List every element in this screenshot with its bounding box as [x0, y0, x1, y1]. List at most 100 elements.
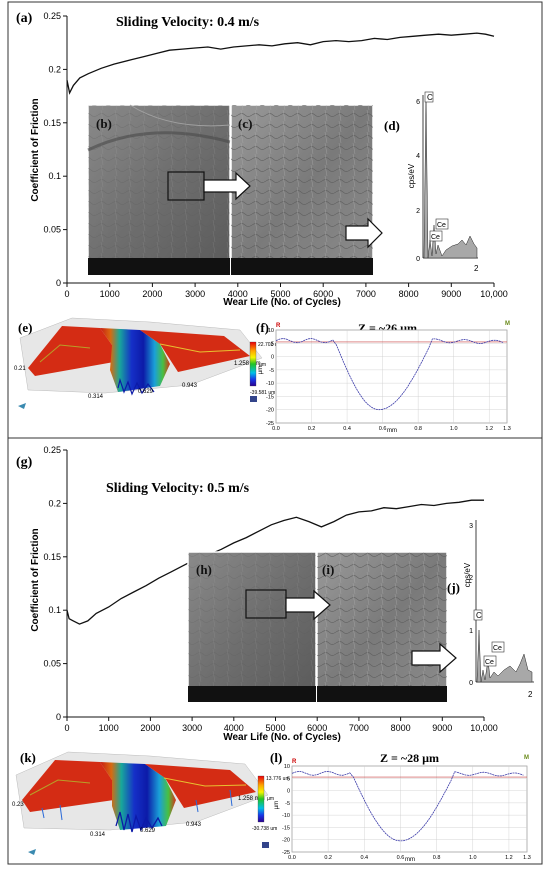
x-tick-label: 0 — [64, 289, 69, 299]
eds-xtick-j: 2 — [528, 690, 533, 699]
y-tick-label: 0.05 — [43, 225, 61, 235]
scale-logo-icon-k — [262, 842, 269, 848]
y-tick-label: 0.2 — [48, 64, 61, 74]
y-tick-label: 0.05 — [43, 659, 61, 669]
profile-yunit-l: µm — [274, 801, 280, 809]
zoom-arrow-b-to-c — [203, 171, 251, 201]
y-tick-label: 0.25 — [43, 445, 61, 455]
profile-x-tick: 1.0 — [450, 426, 458, 432]
cof-series-top — [66, 32, 495, 95]
map3d-tick-e-0: 0.314 — [88, 394, 104, 400]
profile-y-tick: -10 — [266, 381, 274, 387]
profile-m-f: M — [505, 321, 510, 327]
profile-y-tick: -20 — [282, 838, 290, 844]
profile-yunit-f: µm — [258, 366, 264, 374]
y-tick-label: 0.1 — [48, 605, 61, 615]
y-tick-label: 0.1 — [48, 171, 61, 181]
eds-tick-j-3: 3 — [469, 523, 473, 530]
eds-peak-d-c: C — [427, 93, 433, 102]
map3d-tick-k-1: 0.629 — [140, 828, 156, 834]
x-tick-label: 2000 — [142, 289, 162, 299]
3d-surface-map-e: (e) 0.21 0.314 0.629 0.943 1.258 mm 22.7… — [14, 317, 282, 409]
eds-ylabel-j: cps/eV — [463, 562, 472, 587]
profile-y-tick: 0 — [271, 355, 274, 361]
profile-curve — [291, 770, 524, 842]
y-axis-label-top: Coefficient of Friction — [30, 98, 41, 201]
map3d-tick-k-2: 0.943 — [186, 822, 202, 828]
panel-letter-i: (i) — [322, 562, 334, 577]
x-tick-label: 8000 — [399, 289, 419, 299]
color-scale-e — [249, 341, 257, 387]
x-tick-label: 4000 — [224, 723, 244, 733]
x-axis-label-bottom: Wear Life (No. of Cycles) — [223, 732, 341, 743]
main-chart-g: (g) Sliding Velocity: 0.5 m/s Coefficien… — [16, 445, 498, 743]
profile-x-tick: 0.0 — [272, 426, 280, 432]
panel-letter-c: (c) — [238, 116, 252, 131]
profile-y-tick: -20 — [266, 408, 274, 414]
eds-tick-j-2: 2 — [469, 575, 473, 582]
x-tick-label: 1000 — [99, 723, 119, 733]
cof-series-bottom — [66, 499, 484, 625]
profile-x-tick: 0.2 — [324, 855, 332, 861]
eds-tick-d-3: 6 — [416, 99, 420, 106]
map3d-tick-k-3: 1.258 mm — [238, 796, 265, 802]
axis-triad-icon-e — [18, 403, 26, 409]
eds-peak-j-ce1: Ce — [493, 645, 502, 652]
y-tick-label: 0 — [56, 278, 61, 288]
x-tick-label: 1000 — [100, 289, 120, 299]
profile-xunit-f: mm — [387, 428, 397, 434]
panel-letter-j: (j) — [447, 580, 460, 595]
profile-y-tick: 5 — [287, 776, 290, 782]
eds-tick-d-0: 0 — [416, 256, 420, 263]
scale-unit-e: µm — [259, 362, 266, 368]
profile-x-tick: 0.8 — [414, 426, 422, 432]
color-scale-k — [257, 775, 265, 823]
profile-x-tick: 0.4 — [360, 855, 368, 861]
scale-min-k: -30.738 um — [252, 826, 277, 832]
eds-tick-j-1: 1 — [469, 628, 473, 635]
zoom-arrow-h-to-i — [285, 589, 331, 621]
eds-spectrum-j: (j) cps/eV 0 1 2 3 C Ce Ce 2 — [447, 520, 534, 699]
panel-letter-d: (d) — [384, 118, 400, 133]
cof-line — [66, 499, 484, 625]
x-axis-label-top: Wear Life (No. of Cycles) — [223, 297, 341, 308]
y-tick-label: 0.15 — [43, 118, 61, 128]
eds-peak-j-c: C — [476, 611, 482, 620]
panel-letter-f: (f) — [256, 320, 269, 335]
profile-x-tick: 0.2 — [308, 426, 316, 432]
profile-m-l: M — [524, 755, 529, 761]
arrow-to-eds-d — [345, 217, 383, 249]
profile-x-tick: 1.2 — [505, 855, 513, 861]
profile-x-tick: 1.2 — [485, 426, 493, 432]
map3d-side-e: 0.21 — [14, 366, 26, 372]
profile-x-tick: 1.3 — [523, 855, 531, 861]
x-tick-label: 5000 — [270, 289, 290, 299]
x-tick-label: 10,000 — [480, 289, 508, 299]
sem-image-h: (h) — [187, 551, 317, 703]
profile-axes-l: 10 5 0 -5 -10 -15 -20 -250.0 0.2 0.4 0.6 0.8 1.0 1.2 1… — [282, 764, 531, 861]
profile-y-tick: -15 — [282, 825, 290, 831]
arrow-to-eds-j — [411, 642, 457, 674]
profile-x-tick: 1.3 — [503, 426, 511, 432]
profile-x-tick: 0.0 — [288, 855, 296, 861]
x-tick-label: 9000 — [441, 289, 461, 299]
profile-r-f: R — [276, 323, 281, 329]
eds-tick-d-1: 2 — [416, 208, 420, 215]
axes-bottom: 0 0.05 0.1 0.15 0.2 0.25 0 1000 2000 3000 4000 5000… — [43, 445, 497, 733]
velocity-label-top: Sliding Velocity: 0.4 m/s — [116, 15, 260, 30]
x-tick-label: 3000 — [182, 723, 202, 733]
x-tick-label: 6000 — [307, 723, 327, 733]
profile-y-tick: -5 — [285, 801, 290, 807]
panel-letter-a: (a) — [16, 11, 33, 26]
x-tick-label: 3000 — [185, 289, 205, 299]
sem-image-c: (c) — [230, 104, 374, 276]
depth-profile-l: (l) Z = ~28 µm R M µm mm 10 5 0 -5 -10 -15 -20… — [270, 750, 531, 863]
profile-x-tick: 0.8 — [433, 855, 441, 861]
profile-y-tick: -5 — [269, 368, 274, 374]
eds-tick-j-0: 0 — [469, 680, 473, 687]
profile-y-tick: 0 — [287, 789, 290, 795]
eds-xtick-d: 2 — [474, 264, 479, 273]
eds-ylabel-d: cps/eV — [407, 163, 416, 188]
profile-x-tick: 0.4 — [343, 426, 351, 432]
profile-x-tick: 0.6 — [397, 855, 405, 861]
